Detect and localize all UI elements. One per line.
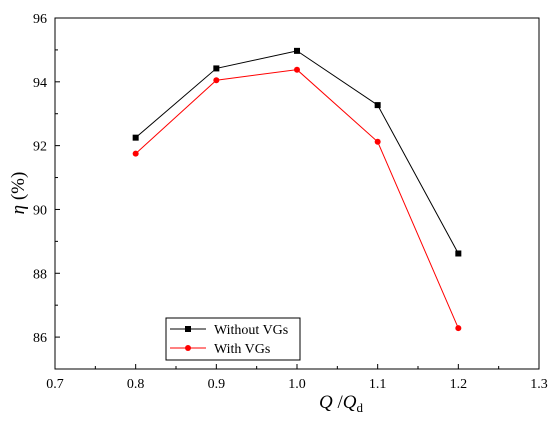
data-point-square bbox=[374, 102, 381, 109]
legend-frame bbox=[165, 317, 301, 361]
y-tick-label: 88 bbox=[33, 267, 47, 282]
x-tick-label: 0.9 bbox=[208, 377, 226, 392]
x-tick-label: 1.0 bbox=[288, 377, 306, 392]
legend-label-without-vgs: Without VGs bbox=[214, 323, 288, 338]
x-tick-label: 1.2 bbox=[450, 377, 468, 392]
y-tick-label: 94 bbox=[33, 76, 47, 91]
x-tick-label: 0.8 bbox=[127, 377, 145, 392]
data-point-circle bbox=[213, 77, 220, 84]
x-tick-label: 0.7 bbox=[46, 377, 64, 392]
y-axis-title: η (%) bbox=[8, 172, 29, 215]
x-axis-title: Q /Qd bbox=[319, 392, 364, 415]
x-tick-label: 1.1 bbox=[369, 377, 387, 392]
series-markers bbox=[132, 47, 462, 332]
axis-ticks: 0.7 0.8 0.9 1.0 1.1 1.2 1.3 86 88 90 92 94 96 bbox=[33, 12, 548, 392]
legend: Without VGs With VGs bbox=[165, 317, 301, 361]
x-axis-subscript: d bbox=[357, 400, 364, 415]
y-tick-label: 92 bbox=[33, 140, 47, 155]
y-tick-label: 90 bbox=[33, 203, 47, 218]
series-line-1 bbox=[135, 69, 459, 329]
y-tick-label: 96 bbox=[33, 12, 47, 27]
y-axis-symbol: η bbox=[8, 205, 29, 214]
y-tick-label: 86 bbox=[33, 331, 47, 346]
x-axis-denominator: Q bbox=[343, 392, 357, 413]
series-lines bbox=[135, 50, 459, 329]
data-point-circle bbox=[132, 150, 139, 157]
y-axis-unit: (%) bbox=[8, 172, 29, 205]
x-axis-separator: / bbox=[333, 392, 344, 413]
legend-swatch-marker-without-vgs bbox=[185, 326, 191, 332]
data-point-circle bbox=[294, 66, 300, 73]
legend-label-with-vgs: With VGs bbox=[214, 342, 270, 357]
data-point-square bbox=[132, 134, 139, 141]
x-axis-symbol: Q bbox=[319, 392, 333, 413]
data-point-circle bbox=[455, 325, 462, 332]
data-point-square bbox=[455, 250, 462, 257]
data-point-square bbox=[213, 65, 220, 72]
data-point-square bbox=[294, 47, 300, 54]
legend-swatch-marker-with-vgs bbox=[185, 345, 191, 351]
x-tick-label: 1.3 bbox=[530, 377, 548, 392]
series-line-0 bbox=[135, 50, 459, 254]
data-point-circle bbox=[374, 138, 381, 145]
